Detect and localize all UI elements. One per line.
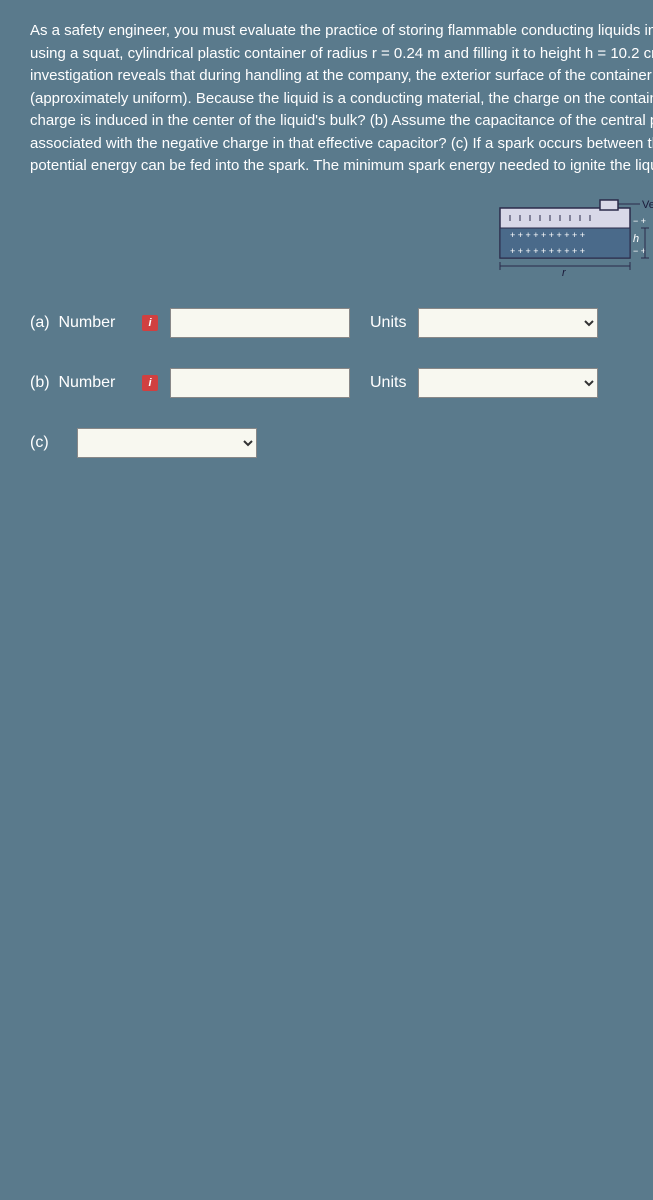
diagram-container: + + + + + + + + + + + + + + + + + + + + … <box>30 198 653 278</box>
svg-text:h: h <box>633 233 639 245</box>
diagram-svg: + + + + + + + + + + + + + + + + + + + + … <box>490 198 653 278</box>
part-c-label: (c) <box>30 434 49 452</box>
part-a-row: (a) Number i Units <box>30 308 653 338</box>
part-a-label: (a) Number <box>30 314 130 332</box>
info-icon[interactable]: i <box>142 315 158 331</box>
problem-text: As a safety engineer, you must evaluate … <box>30 20 653 178</box>
svg-text:r: r <box>562 267 567 278</box>
svg-text:− +: − + <box>633 216 646 226</box>
part-b-units-label: Units <box>370 374 406 392</box>
part-b-row: (b) Number i Units <box>30 368 653 398</box>
part-a-units-select[interactable] <box>418 308 598 338</box>
container-diagram: + + + + + + + + + + + + + + + + + + + + … <box>490 198 653 278</box>
part-b-units-select[interactable] <box>418 368 598 398</box>
part-a-number-input[interactable] <box>170 308 350 338</box>
part-c-row: (c) <box>30 428 653 458</box>
info-icon[interactable]: i <box>142 375 158 391</box>
svg-text:+ + + + + + + + + +: + + + + + + + + + + <box>510 230 585 240</box>
svg-text:− +: − + <box>633 246 646 256</box>
part-b-number-input[interactable] <box>170 368 350 398</box>
svg-text:+ + + + + + + + + +: + + + + + + + + + + <box>510 246 585 256</box>
part-a-units-label: Units <box>370 314 406 332</box>
part-a-number-label: Number <box>58 314 115 331</box>
venting-port-label: Venting port <box>642 199 653 211</box>
part-b-number-label: Number <box>58 374 115 391</box>
part-b-label: (b) Number <box>30 374 130 392</box>
part-c-select[interactable] <box>77 428 257 458</box>
